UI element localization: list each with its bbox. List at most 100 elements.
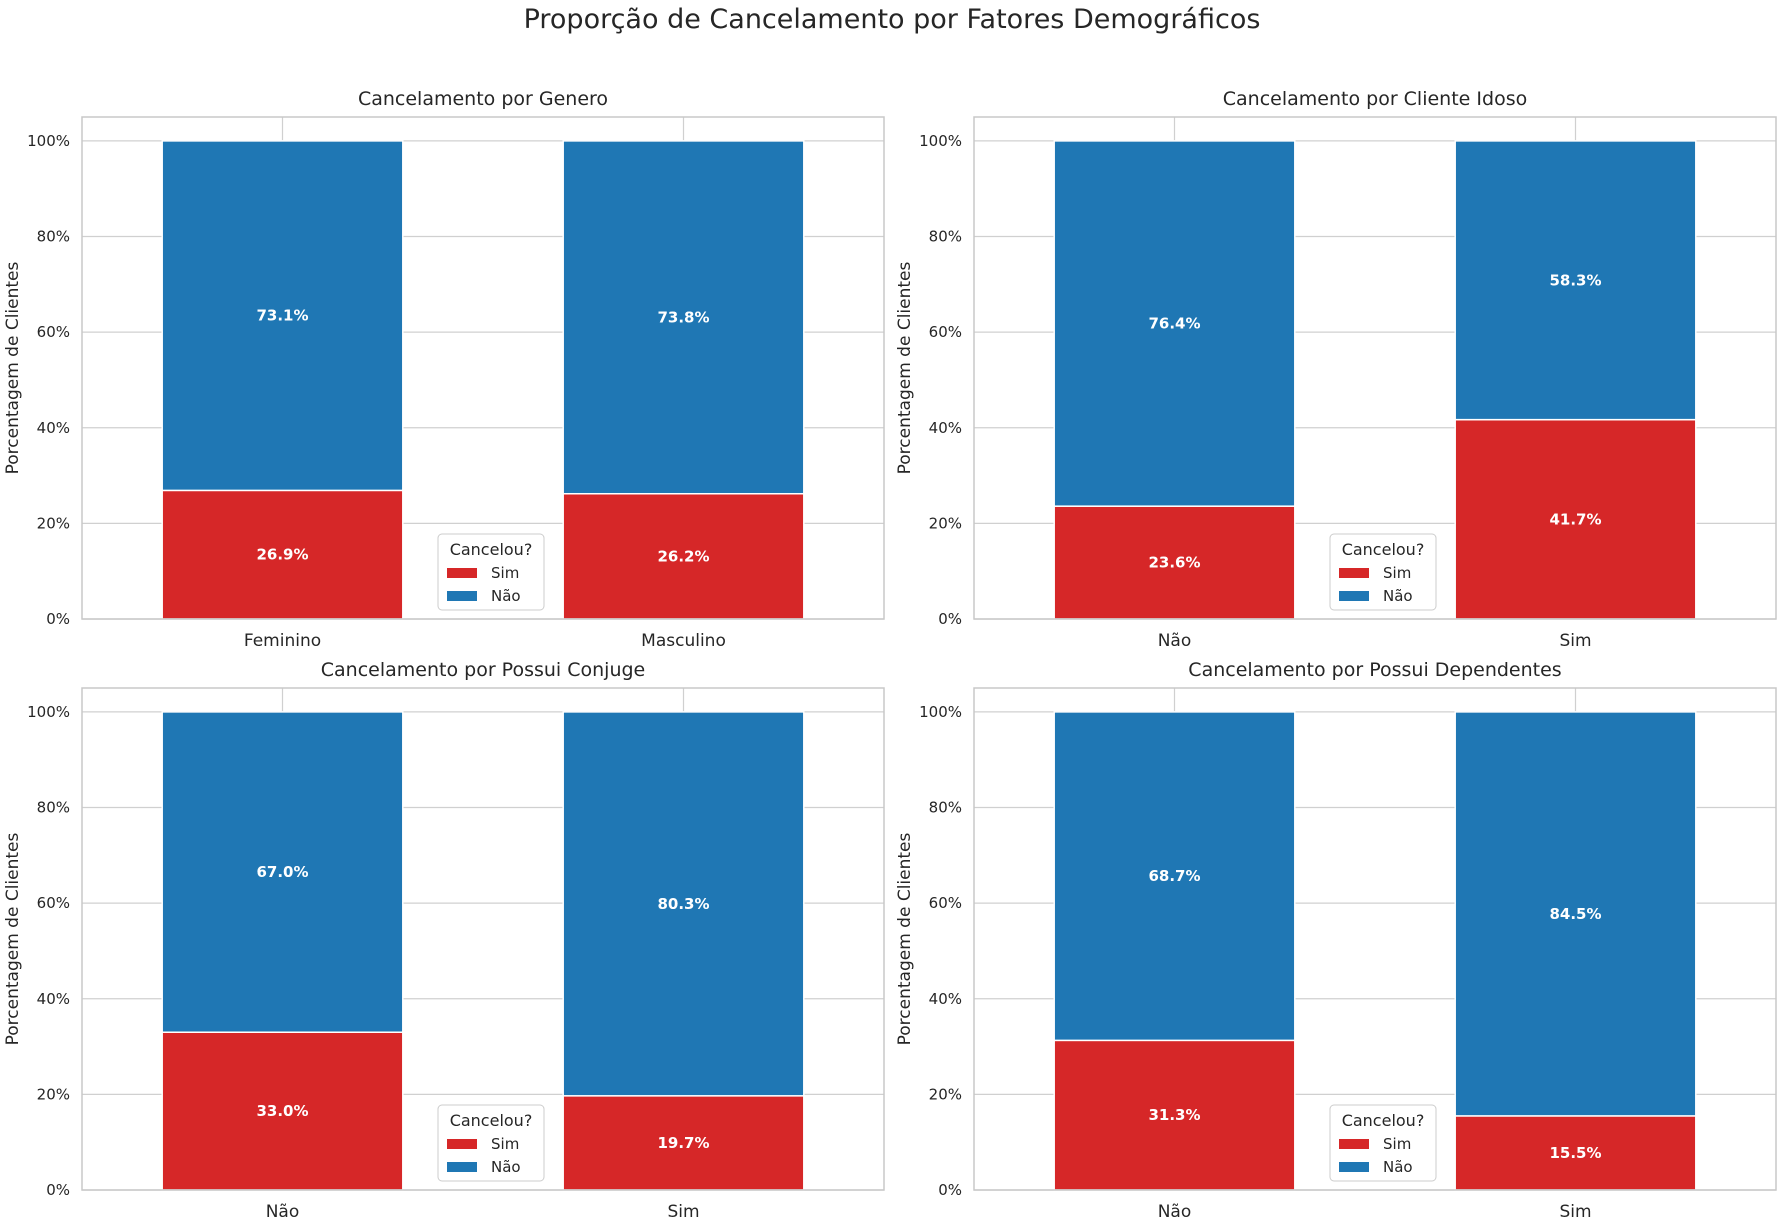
y-axis-label: Porcentagem de Clientes [3, 833, 23, 1046]
legend-label-nao: Não [1383, 587, 1413, 605]
legend: Cancelou? Sim Não [1329, 1104, 1437, 1182]
bar-nao-nao [1053, 140, 1296, 507]
y-axis-label: Porcentagem de Clientes [3, 262, 23, 475]
y-tick-label: 20% [37, 1085, 70, 1103]
bar-nao-masculino [562, 140, 805, 495]
bar-nao-nao [1053, 711, 1296, 1042]
x-tick-label: Não [266, 1202, 300, 1222]
y-tick-label: 0% [46, 1181, 70, 1199]
x-tick-label: Sim [667, 1202, 699, 1222]
x-tick-label: Sim [1559, 1202, 1591, 1222]
legend-swatch-nao [1339, 1162, 1369, 1172]
x-tick-label: Masculino [641, 631, 726, 651]
subplot-title: Cancelamento por Possui Conjuge [321, 659, 645, 681]
y-tick-label: 40% [37, 990, 70, 1008]
x-tick-label: Sim [1559, 631, 1591, 651]
legend: Cancelou? Sim Não [1329, 533, 1437, 611]
y-tick-label: 80% [37, 228, 70, 246]
data-label: 76.4% [1148, 315, 1200, 333]
legend-label-sim: Sim [1383, 1135, 1411, 1153]
legend-label-nao: Não [1383, 1158, 1413, 1176]
data-label: 41.7% [1549, 510, 1601, 528]
y-tick-label: 20% [929, 1085, 962, 1103]
data-label: 58.3% [1549, 271, 1601, 289]
data-label: 26.9% [256, 546, 308, 564]
subplot-title: Cancelamento por Genero [358, 88, 608, 110]
data-label: 15.5% [1549, 1144, 1601, 1162]
legend-swatch-sim [447, 568, 477, 578]
chart-panel-cancelamento-por-genero: 0% 20% 40% 60% 80% 100% 26.9% 73.1% Feminino 26.2… [3, 88, 885, 651]
x-tick-label: Não [1158, 631, 1192, 651]
legend-label-sim: Sim [491, 564, 519, 582]
y-tick-label: 0% [46, 610, 70, 628]
bar-nao-sim [562, 711, 805, 1097]
bar-nao-feminino [161, 140, 404, 492]
y-tick-label: 20% [929, 514, 962, 532]
bar-nao-nao [161, 711, 404, 1033]
data-label: 73.1% [256, 307, 308, 325]
legend-swatch-sim [447, 1139, 477, 1149]
bar-sim-nao [1053, 1039, 1296, 1191]
y-tick-label: 0% [938, 610, 962, 628]
subplot-title: Cancelamento por Cliente Idoso [1223, 88, 1527, 110]
axes-frame [973, 687, 1777, 1191]
y-tick-label: 40% [929, 990, 962, 1008]
legend-title: Cancelou? [1342, 1111, 1425, 1130]
legend-title: Cancelou? [450, 540, 533, 559]
data-label: 67.0% [256, 863, 308, 881]
y-tick-label: 60% [929, 894, 962, 912]
subplot-title: Cancelamento por Possui Dependentes [1188, 659, 1561, 681]
legend-swatch-nao [447, 591, 477, 601]
bar-sim-feminino [161, 489, 404, 620]
y-tick-label: 80% [37, 799, 70, 817]
chart-panel-cancelamento-por-cliente-idoso: 0% 20% 40% 60% 80% 100% 23.6% 76.4% Não 41.7% 58.3… [895, 88, 1777, 651]
bar-sim-masculino [562, 492, 805, 620]
bar-sim-sim [562, 1095, 805, 1191]
y-tick-label: 80% [929, 228, 962, 246]
y-tick-label: 0% [938, 1181, 962, 1199]
legend: Cancelou? Sim Não [437, 1104, 545, 1182]
x-tick-label: Não [1158, 1202, 1192, 1222]
legend: Cancelou? Sim Não [437, 533, 545, 611]
chart-panel-cancelamento-por-possui-dependentes: 0% 20% 40% 60% 80% 100% 31.3% 68.7% Não 15.5% 84.5… [895, 659, 1777, 1222]
legend-title: Cancelou? [1342, 540, 1425, 559]
data-label: 19.7% [657, 1134, 709, 1152]
legend-swatch-nao [447, 1162, 477, 1172]
y-tick-label: 60% [929, 323, 962, 341]
axes-frame [81, 687, 885, 1191]
data-label: 84.5% [1549, 905, 1601, 923]
y-tick-label: 100% [27, 703, 70, 721]
data-label: 33.0% [256, 1102, 308, 1120]
y-tick-label: 100% [27, 132, 70, 150]
y-tick-label: 60% [37, 894, 70, 912]
legend-swatch-nao [1339, 591, 1369, 601]
y-axis-label: Porcentagem de Clientes [895, 262, 915, 475]
y-tick-label: 20% [37, 514, 70, 532]
legend-swatch-sim [1339, 568, 1369, 578]
bar-sim-sim [1454, 1115, 1697, 1191]
legend-label-nao: Não [491, 587, 521, 605]
data-label: 26.2% [657, 547, 709, 565]
chart-panel-cancelamento-por-possui-conjuge: 0% 20% 40% 60% 80% 100% 33.0% 67.0% Não 19.7% 80.3… [3, 659, 885, 1222]
figure-title: Proporção de Cancelamento por Fatores De… [523, 4, 1261, 35]
data-label: 80.3% [657, 895, 709, 913]
legend-label-nao: Não [491, 1158, 521, 1176]
y-axis-label: Porcentagem de Clientes [895, 833, 915, 1046]
y-tick-label: 80% [929, 799, 962, 817]
data-label: 68.7% [1148, 867, 1200, 885]
legend-title: Cancelou? [450, 1111, 533, 1130]
axes-frame [973, 116, 1777, 620]
data-label: 31.3% [1148, 1106, 1200, 1124]
legend-swatch-sim [1339, 1139, 1369, 1149]
data-label: 73.8% [657, 308, 709, 326]
y-tick-label: 100% [919, 703, 962, 721]
bar-nao-sim [1454, 711, 1697, 1117]
x-tick-label: Feminino [244, 631, 321, 651]
y-tick-label: 100% [919, 132, 962, 150]
y-tick-label: 60% [37, 323, 70, 341]
bar-nao-sim [1454, 140, 1697, 421]
legend-label-sim: Sim [491, 1135, 519, 1153]
data-label: 23.6% [1148, 554, 1200, 572]
legend-label-sim: Sim [1383, 564, 1411, 582]
